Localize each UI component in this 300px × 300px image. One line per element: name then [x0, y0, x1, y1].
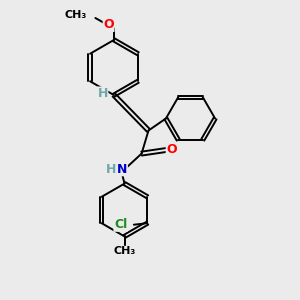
Text: Cl: Cl [114, 218, 127, 231]
Text: CH₃: CH₃ [113, 246, 136, 256]
Text: O: O [103, 18, 114, 32]
Text: CH₃: CH₃ [65, 10, 87, 20]
Text: O: O [166, 143, 177, 156]
Text: N: N [117, 163, 127, 176]
Text: H: H [106, 163, 116, 176]
Text: H: H [98, 87, 108, 100]
